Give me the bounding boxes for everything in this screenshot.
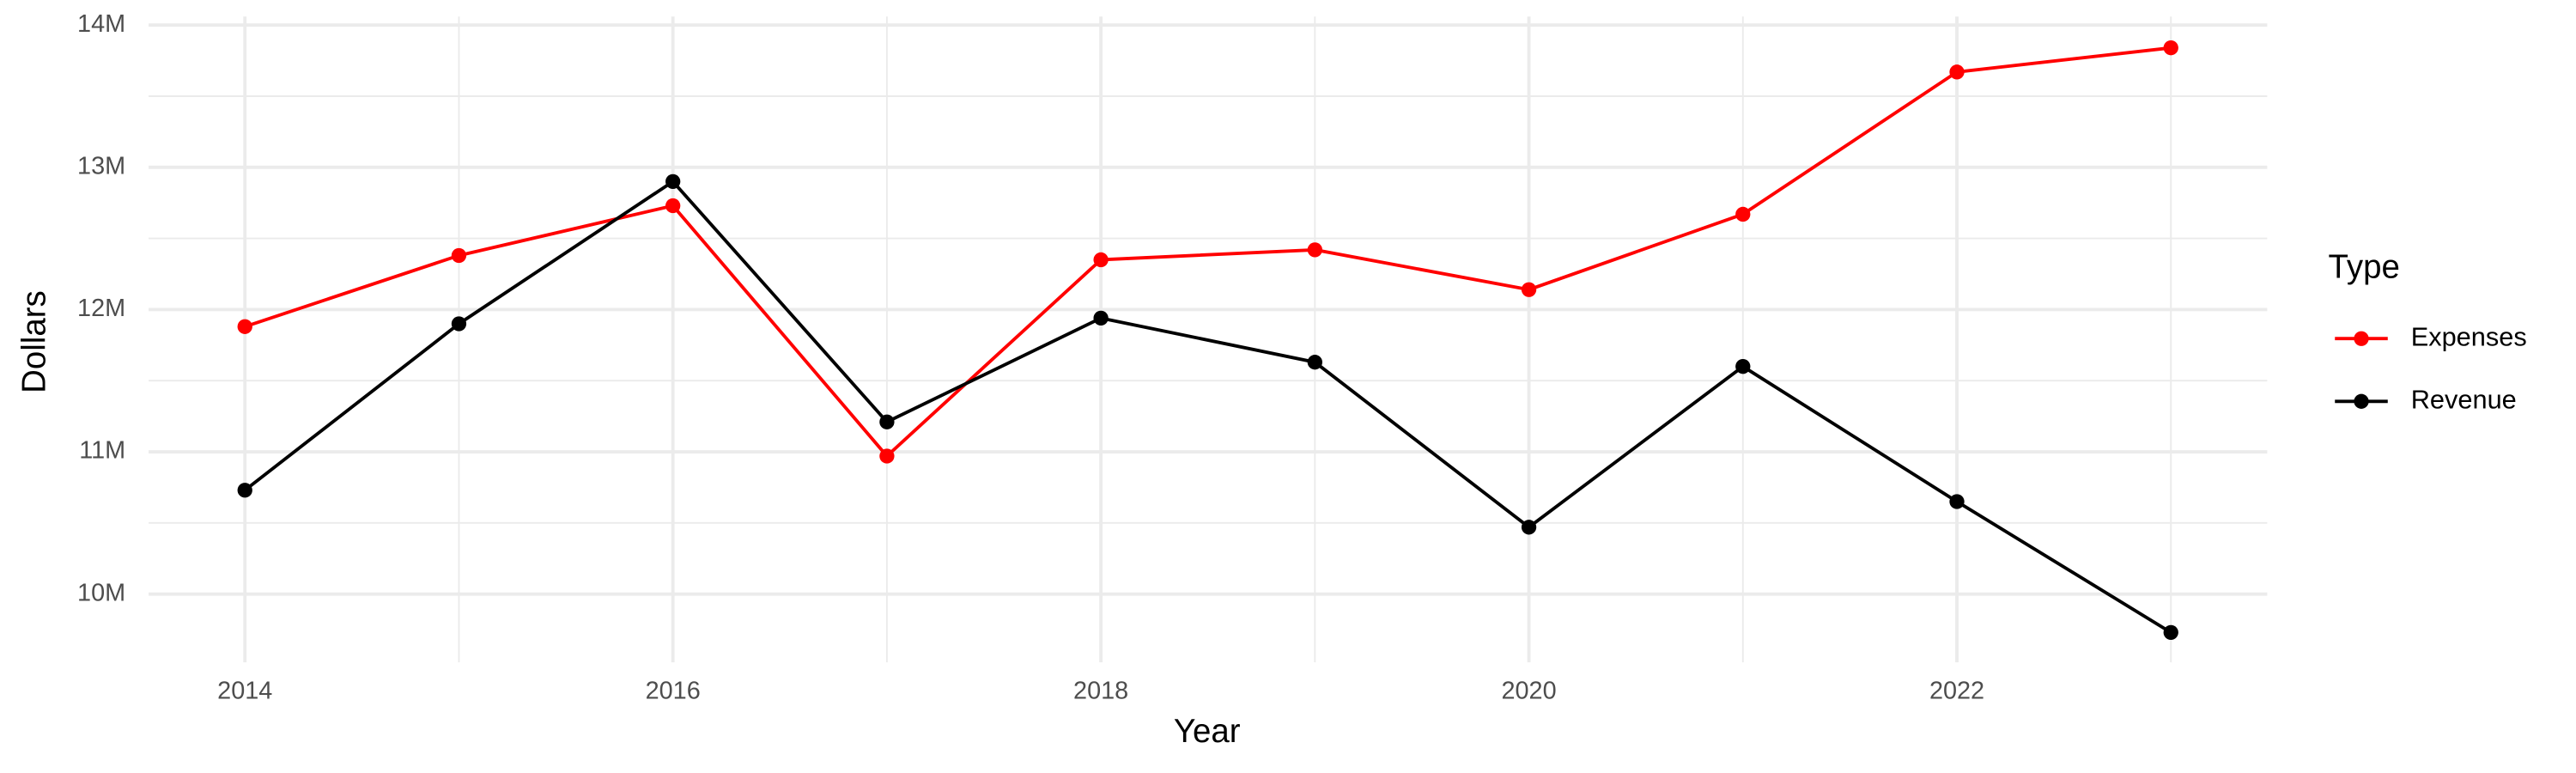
data-point	[1307, 242, 1322, 258]
data-point	[1949, 494, 1965, 509]
data-point	[451, 316, 467, 332]
x-tick-label: 2022	[1929, 677, 1984, 704]
grid	[149, 16, 2268, 663]
y-tick-label: 11M	[79, 437, 125, 465]
data-point	[451, 247, 467, 264]
x-tick-label: 2016	[646, 677, 701, 704]
data-point	[1521, 282, 1537, 297]
legend-marker	[2354, 393, 2369, 409]
y-tick-label: 12M	[77, 295, 125, 322]
data-point	[1521, 520, 1537, 535]
data-point	[1949, 64, 1965, 80]
x-tick-label: 2020	[1501, 677, 1556, 704]
data-point	[1735, 206, 1751, 222]
legend-title: Type	[2329, 249, 2400, 286]
data-point	[237, 319, 252, 334]
series-line	[244, 179, 2172, 635]
y-axis-title: Dollars	[15, 290, 52, 393]
y-tick-label: 14M	[77, 10, 125, 38]
data-point	[1735, 359, 1751, 374]
data-point	[1093, 252, 1109, 268]
data-point	[2163, 40, 2178, 56]
y-tick-label: 10M	[77, 579, 125, 606]
data-point	[237, 483, 252, 498]
x-tick-label: 2014	[217, 677, 272, 704]
data-point	[1307, 355, 1322, 370]
y-tick-label: 13M	[77, 152, 125, 180]
legend-marker	[2354, 331, 2369, 346]
data-point	[879, 448, 895, 464]
data-point	[879, 414, 895, 429]
plot-area	[237, 40, 2178, 641]
series-line	[244, 46, 2172, 459]
data-point	[665, 173, 681, 190]
data-point	[1093, 310, 1109, 326]
x-tick-label: 2018	[1073, 677, 1128, 704]
data-point	[2163, 624, 2178, 641]
x-axis-title: Year	[1174, 713, 1241, 750]
data-point	[665, 198, 681, 214]
legend-label: Expenses	[2411, 321, 2527, 351]
legend-label: Revenue	[2411, 384, 2517, 414]
